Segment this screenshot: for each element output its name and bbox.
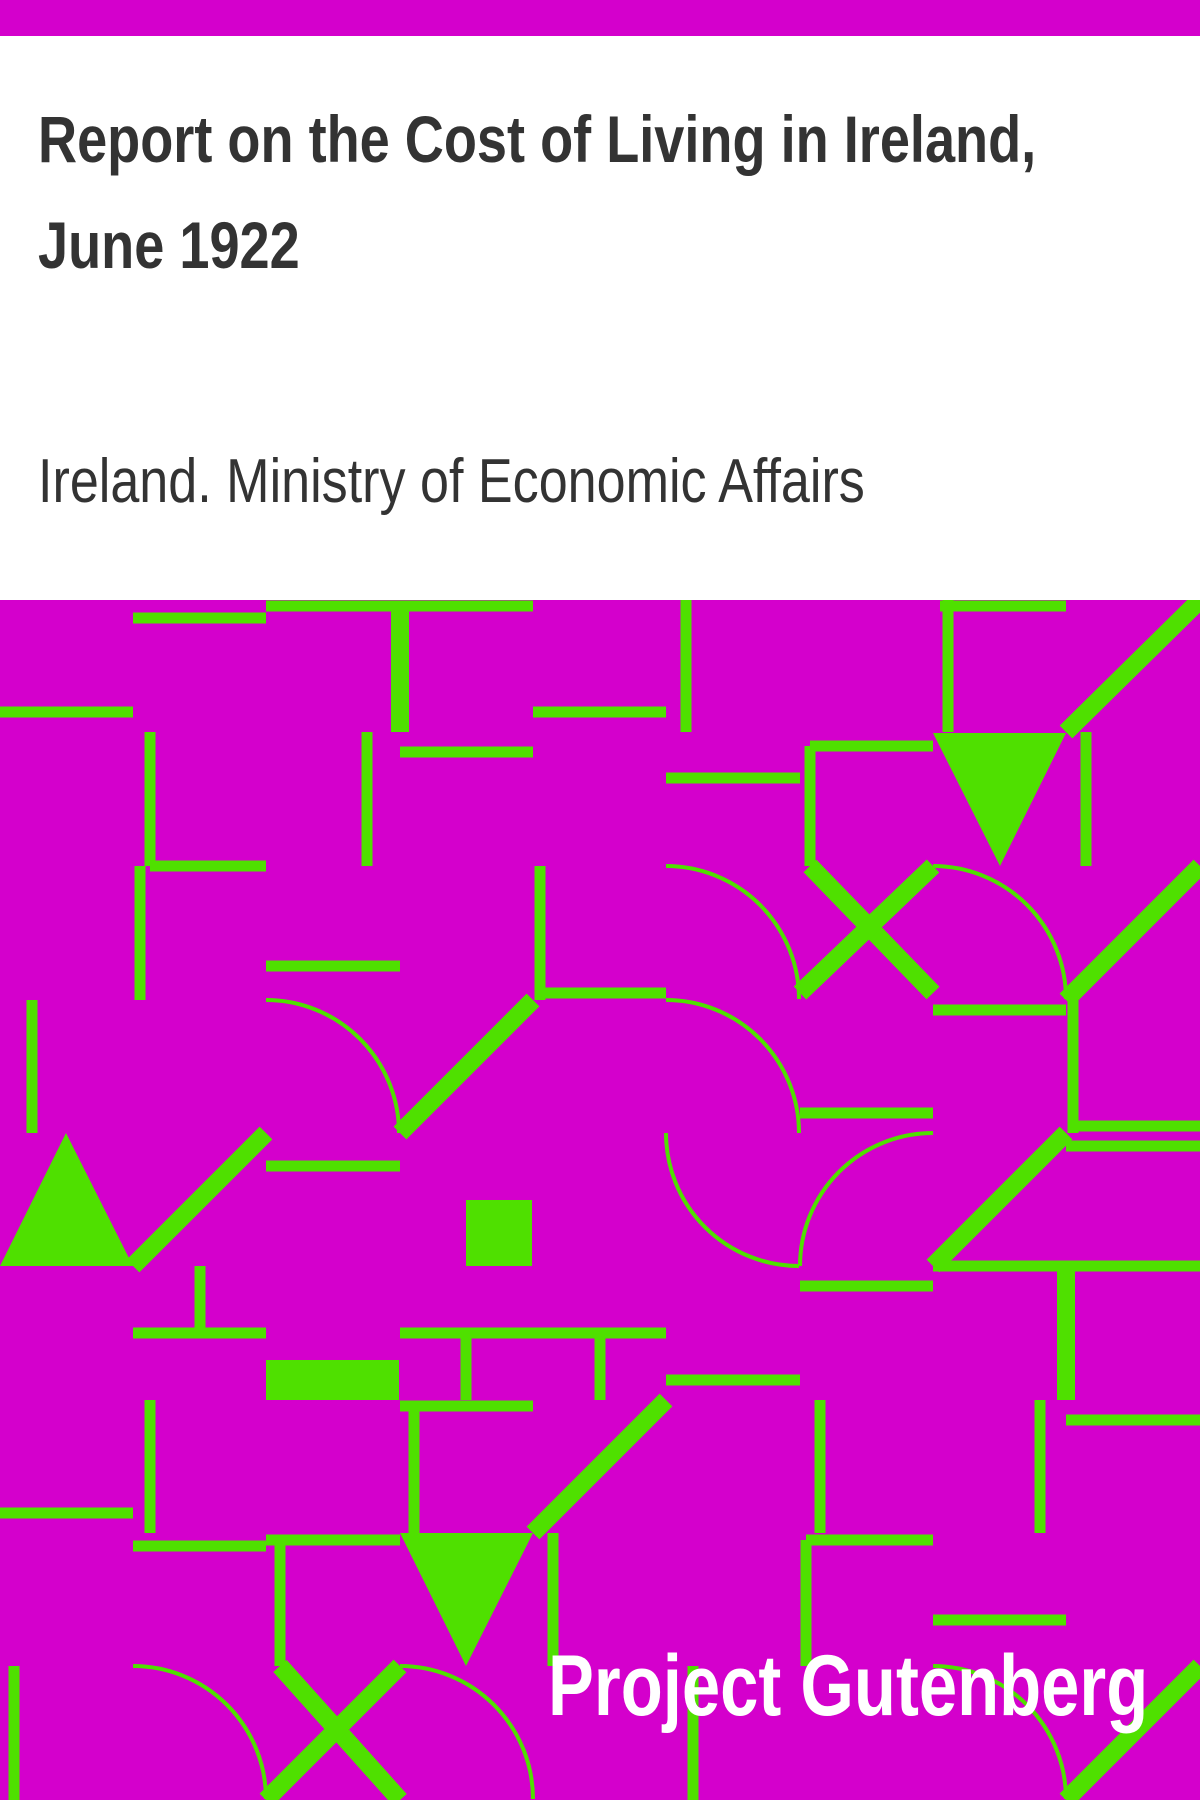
pattern-line — [1059, 1659, 1200, 1800]
pattern-line — [1059, 859, 1200, 1007]
pattern-arc — [798, 1131, 934, 1267]
book-title: Report on the Cost of Living in Ireland,… — [38, 102, 1037, 282]
pattern-arc — [665, 998, 801, 1134]
pattern-line — [1059, 600, 1200, 739]
pattern-arc — [265, 998, 401, 1134]
pattern-triangle — [0, 1133, 133, 1266]
pattern-arc — [932, 1664, 1068, 1800]
top-color-band — [0, 0, 1200, 36]
pattern-line — [259, 1659, 407, 1800]
book-author: Ireland. Ministry of Economic Affairs — [38, 447, 865, 516]
pattern-arc — [399, 1664, 535, 1800]
pattern-triangle — [400, 1533, 533, 1666]
pattern-line — [526, 1393, 673, 1540]
pattern-square — [466, 1200, 532, 1266]
pattern-bar — [266, 1360, 399, 1400]
pattern-arc — [665, 864, 801, 1000]
title-block: Report on the Cost of Living in Ireland,… — [38, 86, 1168, 298]
pattern-line — [793, 859, 940, 1000]
pattern-arc — [932, 864, 1068, 1000]
pattern-line — [393, 993, 540, 1140]
pattern-arc — [132, 1664, 268, 1800]
pattern-arc — [664, 1132, 800, 1268]
geometric-pattern-graphic — [0, 600, 1200, 1800]
pattern-line — [926, 1126, 1073, 1273]
pattern-line — [126, 1126, 273, 1273]
decorative-pattern — [0, 600, 1200, 1800]
pattern-triangle — [933, 733, 1066, 866]
publisher-mark: Project Gutenberg — [547, 1638, 1148, 1734]
